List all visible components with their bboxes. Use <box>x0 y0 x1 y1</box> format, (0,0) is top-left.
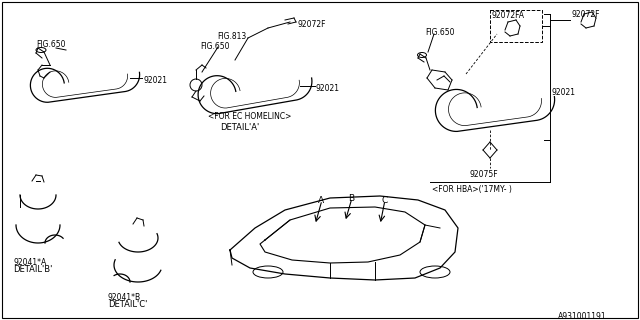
Text: DETAIL'A': DETAIL'A' <box>220 123 259 132</box>
Text: 92021: 92021 <box>143 76 167 85</box>
Text: 92072F: 92072F <box>297 20 326 29</box>
Text: C: C <box>381 196 387 205</box>
Text: FIG.650: FIG.650 <box>200 42 230 51</box>
Text: 92041*A: 92041*A <box>13 258 46 267</box>
Text: 92021: 92021 <box>316 84 340 93</box>
Text: <FOR EC HOMELINC>: <FOR EC HOMELINC> <box>208 112 291 121</box>
Text: B: B <box>348 194 354 203</box>
Text: 92021: 92021 <box>552 88 576 97</box>
Text: DETAIL'C': DETAIL'C' <box>108 300 147 309</box>
Text: FIG.813: FIG.813 <box>217 32 246 41</box>
Text: 92072FA: 92072FA <box>491 11 524 20</box>
Text: <FOR HBA>('17MY- ): <FOR HBA>('17MY- ) <box>432 185 512 194</box>
Text: A: A <box>318 196 324 205</box>
Text: A931001191: A931001191 <box>558 312 607 320</box>
Text: 92041*B: 92041*B <box>108 293 141 302</box>
Text: DETAIL'B': DETAIL'B' <box>13 265 52 274</box>
Text: 92072F: 92072F <box>572 10 600 19</box>
Text: 92075F: 92075F <box>470 170 499 179</box>
Bar <box>490 10 542 42</box>
Text: FIG.650: FIG.650 <box>36 40 65 49</box>
Text: FIG.650: FIG.650 <box>425 28 454 37</box>
